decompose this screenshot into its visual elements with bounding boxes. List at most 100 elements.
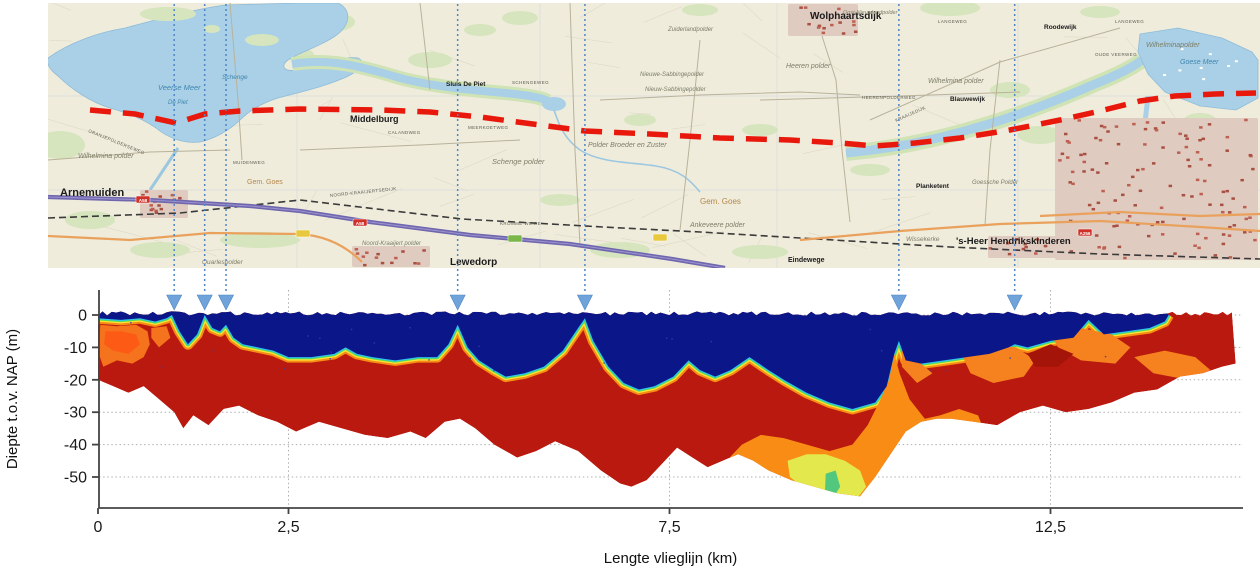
navy-speckle (869, 328, 871, 331)
map-label: Wilhelmina polder (928, 78, 984, 85)
green-patch (920, 3, 980, 16)
building (1232, 224, 1237, 227)
building (1204, 236, 1208, 240)
building (1121, 193, 1125, 197)
left-orange-patch (151, 326, 171, 348)
building (1136, 168, 1140, 172)
lake-island (245, 34, 279, 46)
road-badge (652, 233, 668, 242)
building (1091, 207, 1096, 211)
connector-arrow-icon (1006, 294, 1023, 311)
x-tick-label: 0 (94, 519, 103, 536)
building (1154, 128, 1159, 132)
map-label: Goessche Polder (972, 180, 1019, 186)
green-patch (850, 164, 890, 176)
building (150, 207, 155, 211)
lake-island (204, 25, 220, 33)
map-label: KROMME WEIDE (500, 221, 541, 226)
navy-speckle (1104, 355, 1107, 358)
road-badge (135, 195, 151, 204)
map-label: Nieuwe-Sabbingepolder (640, 72, 705, 78)
connector-arrow-icon (196, 294, 213, 311)
section-layers (98, 311, 1236, 497)
building (1097, 245, 1101, 249)
building (1183, 134, 1188, 137)
building (1138, 189, 1143, 193)
building (401, 250, 405, 253)
minor-road (679, 39, 701, 231)
building (1132, 122, 1136, 126)
navy-speckle (283, 367, 285, 370)
building (852, 20, 856, 23)
building (822, 26, 826, 30)
building (1007, 252, 1012, 256)
field-line (564, 35, 613, 44)
building (1023, 242, 1027, 246)
building (154, 211, 159, 214)
building (852, 23, 856, 27)
map-label: Gem. Goes (700, 197, 741, 206)
building (1161, 146, 1165, 149)
field-line (672, 233, 707, 257)
building (1248, 230, 1253, 233)
flight-line (89, 90, 1257, 149)
connector-arrow-icon (576, 294, 593, 311)
building (1220, 203, 1224, 207)
building (1113, 199, 1117, 202)
field-line (434, 177, 468, 192)
building (144, 190, 149, 193)
marina-dot (1180, 48, 1184, 51)
y-tick-label: -10 (64, 340, 87, 357)
building (1240, 178, 1244, 182)
connector-arrow-icon (449, 294, 466, 311)
building (830, 23, 834, 27)
goes-waterway-water (845, 56, 1145, 158)
building (1199, 158, 1203, 161)
building (1117, 245, 1122, 249)
minor-road (419, 3, 431, 91)
minor-road (869, 27, 1121, 121)
building (1043, 244, 1048, 248)
building (413, 262, 417, 265)
goese-meer-water (1137, 27, 1259, 111)
minor-road (599, 91, 861, 101)
navy-speckle (603, 362, 605, 364)
building (1221, 210, 1225, 214)
map-label: Gem. Goes (247, 179, 283, 186)
building (1225, 135, 1230, 139)
building (821, 31, 826, 35)
green-patch (464, 24, 496, 36)
y-tick-label: -40 (64, 437, 87, 454)
field-line (321, 100, 331, 106)
field-line (176, 239, 217, 257)
map-label: De Piet (168, 100, 188, 106)
minor-road (299, 139, 521, 151)
building (1094, 234, 1099, 237)
building (1161, 121, 1166, 124)
map-label: 's-Heer Hendrikskinderen (956, 236, 1071, 247)
building (1143, 127, 1148, 131)
building (158, 195, 162, 198)
map-chart-connectors (166, 4, 1023, 311)
building (1153, 127, 1158, 130)
building (1197, 246, 1201, 250)
map-label: Middelburg (350, 114, 399, 124)
road-badge (295, 229, 311, 238)
x-tick-label: 2,5 (277, 519, 299, 536)
field-line (742, 32, 781, 59)
y-tick-label: -20 (64, 372, 87, 389)
building (1195, 178, 1200, 182)
building (1225, 189, 1229, 193)
building (838, 21, 842, 24)
building (1195, 151, 1200, 154)
building (354, 248, 359, 251)
map-label: Schenge (222, 74, 248, 81)
building (1253, 238, 1257, 242)
building (1127, 183, 1131, 187)
map-label: Planketent (916, 183, 950, 190)
navy-speckle (710, 340, 712, 343)
channel-pond (542, 97, 566, 111)
building (1251, 167, 1255, 171)
building (816, 26, 821, 29)
field-line (620, 237, 667, 247)
